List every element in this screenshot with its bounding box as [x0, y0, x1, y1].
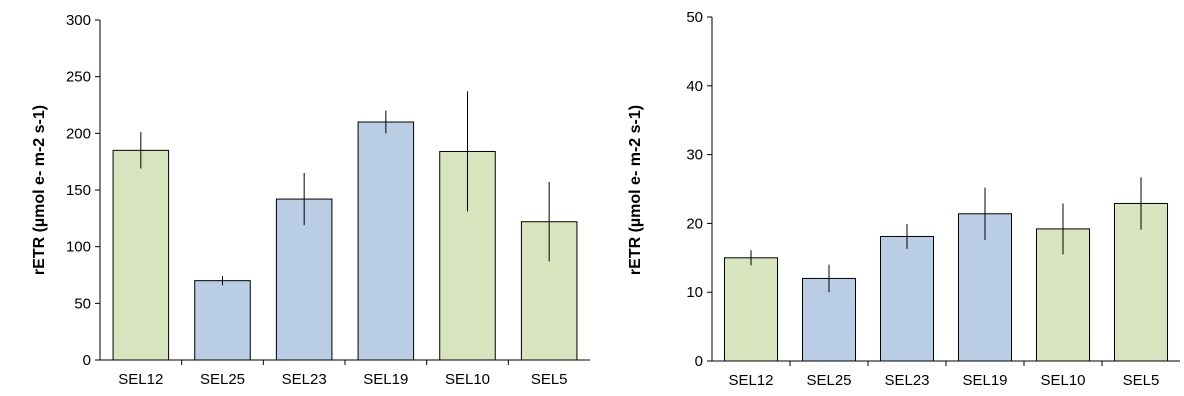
- x-tick-label-sel25: SEL25: [200, 371, 245, 388]
- bar-sel23: [275, 198, 333, 361]
- y-axis-title: rETR (µmol e- m-2 s-1): [627, 105, 644, 275]
- rETR-chart-right: rETR (µmol e- m-2 s-1) 0 10 20 30 40 50 SEL12 S…: [592, 0, 1184, 396]
- x-tick-label-sel10: SEL10: [445, 371, 490, 388]
- x-tick-label-sel12: SEL12: [728, 372, 773, 389]
- x-tick-label-sel19: SEL19: [962, 372, 1007, 389]
- y-tick-label: 250: [66, 69, 91, 86]
- bar-sel23: [879, 235, 935, 362]
- y-tick-label: 0: [695, 353, 703, 370]
- bar-sel25: [194, 280, 251, 361]
- x-tick-label-sel10: SEL10: [1040, 372, 1085, 389]
- y-tick-label: 50: [686, 9, 703, 26]
- x-tick-label-sel23: SEL23: [884, 372, 929, 389]
- rETR-chart-left: rETR (µmol e- m-2 s-1) 0 50 100 150 200 250 30…: [31, 12, 590, 388]
- y-tick-label: 100: [66, 239, 91, 256]
- x-tick-label-sel12: SEL12: [118, 371, 163, 388]
- x-tick-label-sel19: SEL19: [363, 371, 408, 388]
- x-tick-label-sel5: SEL5: [531, 371, 568, 388]
- x-tick-label-sel5: SEL5: [1123, 372, 1160, 389]
- bar-sel10: [1035, 228, 1091, 362]
- x-tick-label-sel25: SEL25: [806, 372, 851, 389]
- x-tick-label-sel23: SEL23: [282, 371, 327, 388]
- bar-sel12: [112, 149, 170, 361]
- bar-sel5: [1113, 202, 1169, 362]
- y-tick-label: 40: [686, 78, 703, 95]
- y-tick-label: 10: [686, 284, 703, 301]
- y-axis-title: rETR (µmol e- m-2 s-1): [31, 105, 48, 275]
- y-tick-label: 150: [66, 182, 91, 199]
- bar-sel12: [723, 257, 779, 362]
- y-tick-label: 20: [686, 215, 703, 232]
- bar-sel19: [357, 121, 415, 361]
- y-tick-label: 30: [686, 147, 703, 164]
- y-tick-label: 0: [83, 352, 91, 369]
- y-tick-label: 300: [66, 12, 91, 29]
- chart-right-svg: rETR (µmol e- m-2 s-1) 0 10 20 30 40 50 SEL12 S…: [627, 9, 1180, 389]
- chart-left-svg: rETR (µmol e- m-2 s-1) 0 50 100 150 200 250 30…: [31, 12, 590, 388]
- y-tick-label: 50: [74, 295, 91, 312]
- y-tick-label: 200: [66, 125, 91, 142]
